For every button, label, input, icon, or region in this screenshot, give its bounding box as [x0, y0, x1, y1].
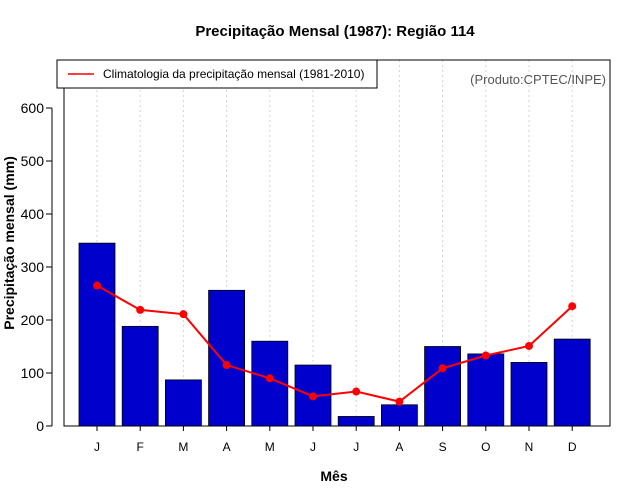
x-tick-label: O [481, 440, 490, 454]
x-tick-label: J [94, 440, 100, 454]
x-tick-label: D [568, 440, 577, 454]
x-tick-label: J [310, 440, 316, 454]
climatology-line [96, 284, 573, 403]
y-tick-label: 200 [21, 312, 45, 328]
legend: Climatologia da precipitação mensal (198… [56, 59, 378, 89]
bar-4 [208, 289, 246, 427]
x-tick-label: A [395, 440, 403, 454]
x-tick-label: F [137, 440, 144, 454]
climatology-point-8 [395, 397, 404, 406]
climatology-point-5 [265, 374, 274, 383]
x-tick-label: M [178, 440, 188, 454]
legend-box [56, 59, 378, 89]
climatology-point-7 [352, 387, 361, 396]
climatology-line-series [93, 281, 577, 406]
credit-text: (Produto:CPTEC/INPE) [470, 72, 606, 87]
bar-7 [337, 416, 375, 427]
x-tick-label: M [265, 440, 275, 454]
bar-1 [78, 242, 116, 427]
climatology-point-11 [525, 341, 533, 350]
x-tick-label: J [353, 440, 359, 454]
climatology-point-9 [438, 364, 447, 373]
y-tick-label: 600 [21, 100, 45, 116]
y-axis-label: Precipitação mensal (mm) [1, 156, 17, 330]
climatology-point-12 [568, 302, 577, 311]
climatology-point-4 [222, 361, 231, 370]
y-axis: 0 100 200 300 400 500 600 [21, 100, 53, 434]
x-tick-label: N [525, 440, 534, 454]
climatology-point-10 [481, 351, 490, 360]
bar-12 [553, 338, 591, 427]
bar-series [78, 242, 591, 427]
y-tick-label: 300 [21, 259, 45, 275]
bar-11 [510, 361, 548, 427]
y-tick-label: 0 [36, 418, 44, 434]
y-tick-label: 400 [21, 206, 45, 222]
climatology-point-1 [93, 281, 101, 290]
x-tick-label: S [439, 440, 447, 454]
legend-label-climatology: Climatologia da precipitação mensal (198… [103, 67, 364, 81]
bar-10 [467, 353, 505, 427]
climatology-point-6 [309, 392, 317, 401]
x-axis-label: Mês [320, 468, 347, 484]
bar-3 [164, 379, 202, 427]
y-tick-label: 100 [21, 365, 45, 381]
bar-2 [121, 325, 159, 427]
x-tick-label: A [223, 440, 231, 454]
bar-9 [424, 346, 462, 427]
bar-8 [380, 404, 418, 427]
y-tick-label: 500 [21, 153, 45, 169]
climatology-point-3 [179, 310, 188, 319]
chart-title: Precipitação Mensal (1987): Região 114 [195, 23, 475, 40]
climatology-point-2 [136, 305, 145, 314]
